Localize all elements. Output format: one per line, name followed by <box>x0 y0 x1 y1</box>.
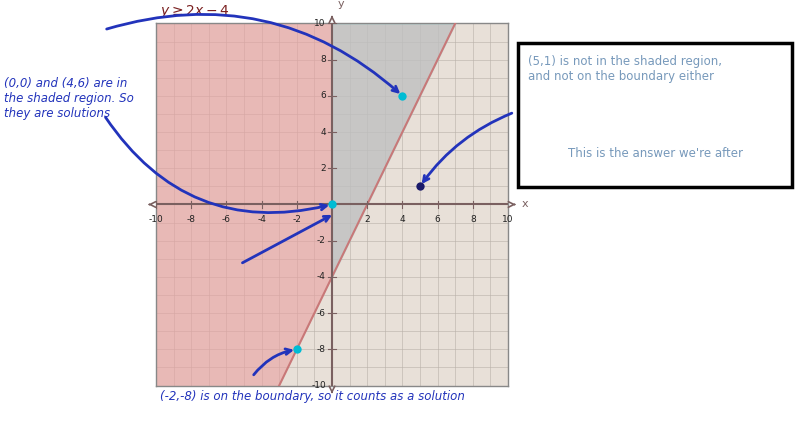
Text: -6: -6 <box>317 308 326 318</box>
Text: -2: -2 <box>317 236 326 245</box>
Text: 2: 2 <box>364 215 370 225</box>
Text: (5,1) is not in the shaded region,
and not on the boundary either: (5,1) is not in the shaded region, and n… <box>528 55 722 83</box>
Text: -8: -8 <box>317 345 326 354</box>
Text: -4: -4 <box>257 215 266 225</box>
Text: -10: -10 <box>311 381 326 390</box>
Text: 8: 8 <box>320 55 326 64</box>
Text: This is the answer we're after: This is the answer we're after <box>568 147 742 160</box>
Text: 4: 4 <box>320 127 326 137</box>
Text: -4: -4 <box>317 272 326 282</box>
Text: 8: 8 <box>470 215 476 225</box>
Text: -10: -10 <box>149 215 163 225</box>
Text: 6: 6 <box>320 91 326 101</box>
Text: 6: 6 <box>434 215 441 225</box>
Text: -2: -2 <box>292 215 302 225</box>
Text: y: y <box>338 0 344 9</box>
Text: 10: 10 <box>502 215 514 225</box>
Text: -8: -8 <box>186 215 196 225</box>
Text: -6: -6 <box>222 215 231 225</box>
Text: 10: 10 <box>314 19 326 28</box>
Text: (0,0) and (4,6) are in
the shaded region. So
they are solutions: (0,0) and (4,6) are in the shaded region… <box>4 77 134 120</box>
Text: $y \geq 2x - 4$: $y \geq 2x - 4$ <box>159 3 229 20</box>
Text: 2: 2 <box>320 164 326 173</box>
Text: (-2,-8) is on the boundary, so it counts as a solution: (-2,-8) is on the boundary, so it counts… <box>159 389 465 403</box>
Text: x: x <box>522 199 529 210</box>
Text: 4: 4 <box>399 215 406 225</box>
